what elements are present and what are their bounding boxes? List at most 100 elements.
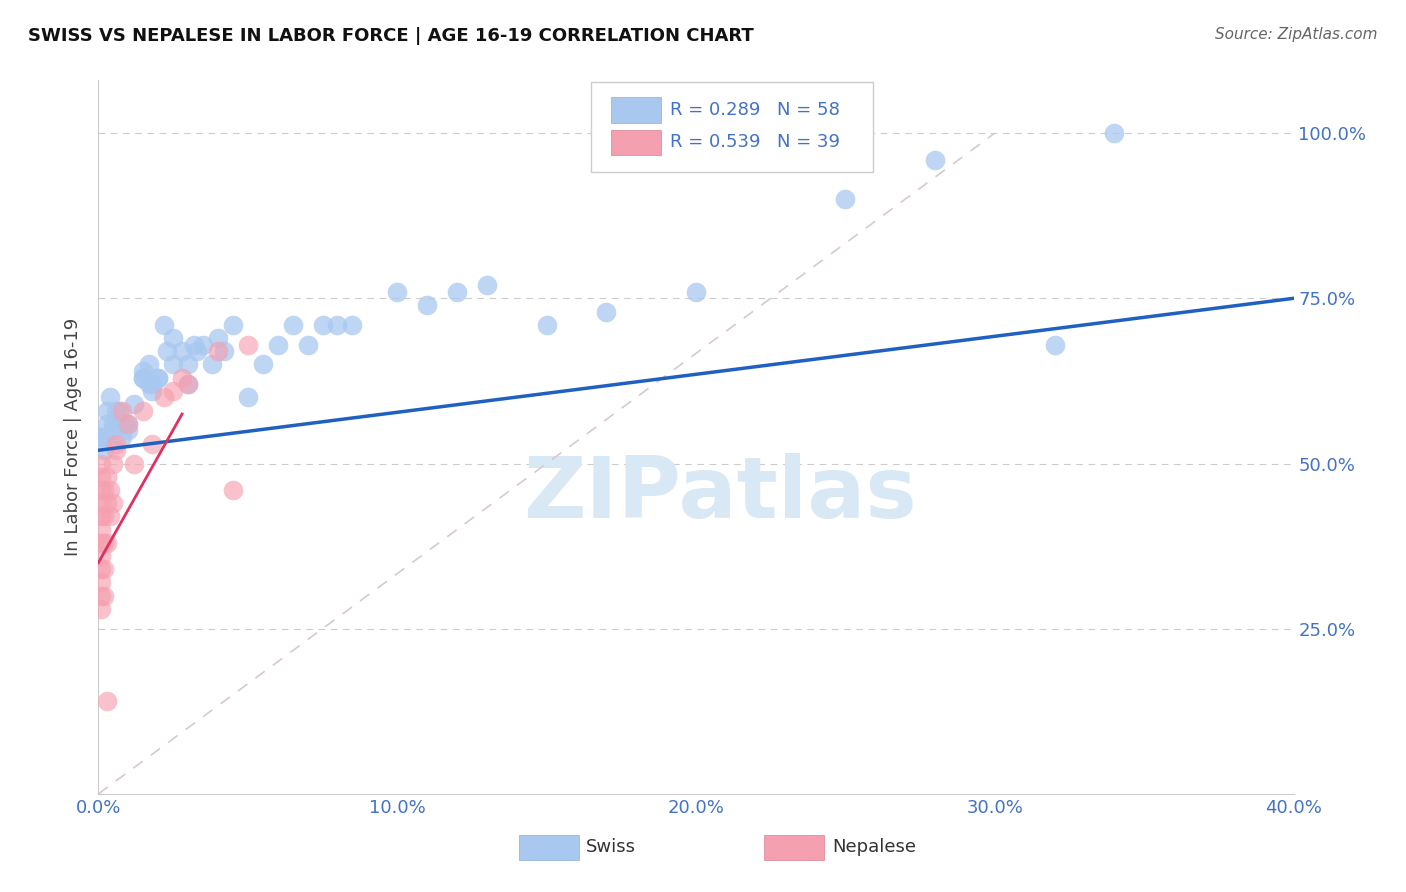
Point (177, 377, 200, 392)
Point (446, 285, 468, 299)
Point (90, 536, 112, 550)
Point (311, 318, 333, 332)
Text: R = 0.289: R = 0.289 (669, 102, 761, 120)
Point (93, 483, 115, 497)
Point (162, 358, 184, 372)
Text: SWISS VS NEPALESE IN LABOR FORCE | AGE 16-19 CORRELATION CHART: SWISS VS NEPALESE IN LABOR FORCE | AGE 1… (28, 27, 754, 45)
Point (191, 337, 214, 351)
Point (90, 430, 112, 444)
Point (90, 509, 112, 524)
Point (177, 377, 200, 392)
Point (342, 318, 364, 332)
Point (162, 331, 184, 345)
Point (162, 384, 184, 398)
FancyBboxPatch shape (519, 835, 579, 860)
Point (98, 483, 122, 497)
Point (222, 318, 245, 332)
Point (685, 285, 707, 299)
Point (96, 417, 118, 431)
Point (96, 403, 118, 417)
Point (90, 483, 112, 497)
Point (138, 358, 160, 372)
Point (132, 403, 155, 417)
Point (108, 403, 131, 417)
Point (385, 285, 409, 299)
Point (834, 192, 856, 206)
Point (90, 602, 112, 616)
Point (207, 344, 229, 359)
Point (153, 391, 176, 405)
Point (103, 457, 125, 471)
Point (117, 424, 139, 438)
Point (222, 483, 245, 497)
Y-axis label: In Labor Force | Age 16-19: In Labor Force | Age 16-19 (65, 318, 83, 557)
Point (132, 370, 155, 384)
Point (132, 370, 155, 384)
Point (201, 358, 224, 372)
Text: Nepalese: Nepalese (832, 838, 917, 856)
FancyBboxPatch shape (591, 82, 873, 171)
Point (212, 344, 235, 359)
Point (90, 469, 112, 483)
Point (98, 391, 122, 405)
Point (90, 496, 112, 510)
Point (93, 430, 115, 444)
Point (103, 496, 125, 510)
Text: N = 58: N = 58 (778, 102, 841, 120)
Point (124, 397, 146, 411)
Point (124, 457, 146, 471)
Point (281, 318, 304, 332)
Point (96, 536, 118, 550)
FancyBboxPatch shape (763, 835, 824, 860)
Point (90, 430, 112, 444)
Point (141, 436, 163, 450)
Point (93, 536, 115, 550)
Point (156, 344, 179, 359)
Point (236, 337, 259, 351)
Point (103, 417, 125, 431)
Point (267, 337, 290, 351)
Point (1043, 337, 1066, 351)
Point (326, 318, 349, 332)
Point (475, 278, 498, 293)
Point (183, 337, 205, 351)
Text: Source: ZipAtlas.com: Source: ZipAtlas.com (1215, 27, 1378, 42)
FancyBboxPatch shape (612, 97, 661, 123)
Point (96, 496, 118, 510)
Point (90, 549, 112, 563)
Point (90, 589, 112, 603)
Point (96, 469, 118, 483)
Point (138, 377, 160, 392)
Text: R = 0.539: R = 0.539 (669, 134, 761, 152)
Point (148, 370, 170, 384)
Point (153, 318, 176, 332)
Point (114, 417, 136, 431)
Point (148, 370, 170, 384)
Point (98, 509, 122, 524)
Point (93, 509, 115, 524)
Point (297, 337, 319, 351)
Point (96, 694, 118, 708)
Point (595, 304, 617, 318)
Point (117, 417, 139, 431)
Point (536, 318, 558, 332)
Point (186, 344, 208, 359)
Point (416, 298, 439, 312)
Point (132, 364, 155, 378)
Point (105, 436, 128, 450)
Point (105, 443, 128, 458)
Point (1104, 126, 1126, 140)
Point (93, 443, 115, 458)
Point (93, 562, 115, 576)
Point (90, 523, 112, 537)
Point (141, 377, 163, 392)
Point (141, 384, 163, 398)
Text: ZIPatlas: ZIPatlas (523, 452, 917, 536)
Point (236, 391, 259, 405)
Point (111, 430, 134, 444)
Point (90, 457, 112, 471)
FancyBboxPatch shape (612, 129, 661, 155)
Point (207, 331, 229, 345)
Point (90, 575, 112, 590)
Text: N = 39: N = 39 (778, 134, 841, 152)
